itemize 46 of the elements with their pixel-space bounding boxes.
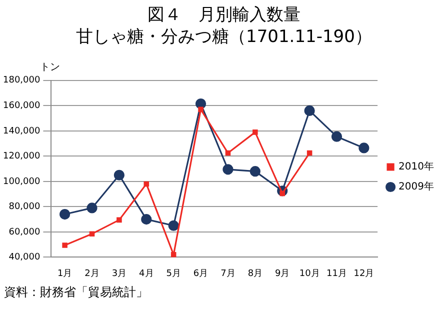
x-tick-label: 7月: [220, 268, 236, 279]
x-tick-label: 1月: [57, 268, 72, 279]
x-tick-label: 3月: [112, 268, 127, 279]
y-tick-label: 40,000: [8, 252, 40, 263]
point: [198, 106, 204, 112]
chart-subtitle: 甘しゃ糖・分みつ糖（1701.11-190）: [75, 26, 373, 48]
point: [86, 202, 98, 214]
x-tick-label: 11月: [326, 268, 347, 279]
y-axis-title: トン: [40, 61, 61, 73]
x-tick-label: 6月: [193, 268, 208, 279]
chart-title: 図４ 月別輸入数量: [146, 4, 302, 26]
point: [141, 214, 152, 225]
point: [225, 150, 231, 156]
y-tick-label: 80,000: [8, 202, 40, 212]
point: [144, 181, 150, 187]
point: [195, 98, 206, 110]
point: [222, 164, 234, 175]
x-tick-label: 12月: [354, 268, 374, 279]
y-tick-label: 140,000: [3, 126, 40, 136]
point: [60, 208, 70, 220]
x-tick-label: 4月: [139, 268, 154, 279]
legend-label: 2009年: [398, 180, 434, 193]
point: [358, 142, 370, 154]
point: [331, 131, 342, 142]
x-tick-label: 8月: [248, 268, 263, 279]
point: [116, 217, 122, 223]
point: [168, 220, 179, 231]
y-tick-label: 100,000: [3, 176, 40, 187]
point: [170, 252, 176, 258]
point: [250, 166, 260, 177]
point: [62, 242, 68, 248]
x-tick-label: 2月: [84, 268, 100, 279]
point: [252, 130, 258, 135]
legend-label: 2010年: [398, 160, 434, 173]
x-tick-label: 5月: [166, 268, 181, 279]
text: 資料：財務省「貿易統計」: [4, 284, 149, 301]
x-tick-label: 10月: [299, 268, 320, 279]
y-tick-label: 160,000: [3, 101, 40, 111]
point: [114, 170, 125, 180]
point: [89, 231, 95, 236]
y-tick-label: 180,000: [3, 76, 40, 86]
point: [304, 105, 315, 116]
y-tick-label: 120,000: [3, 152, 40, 162]
point: [306, 150, 312, 156]
y-tick-label: 60,000: [8, 227, 40, 238]
x-tick-label: 9月: [275, 268, 290, 279]
